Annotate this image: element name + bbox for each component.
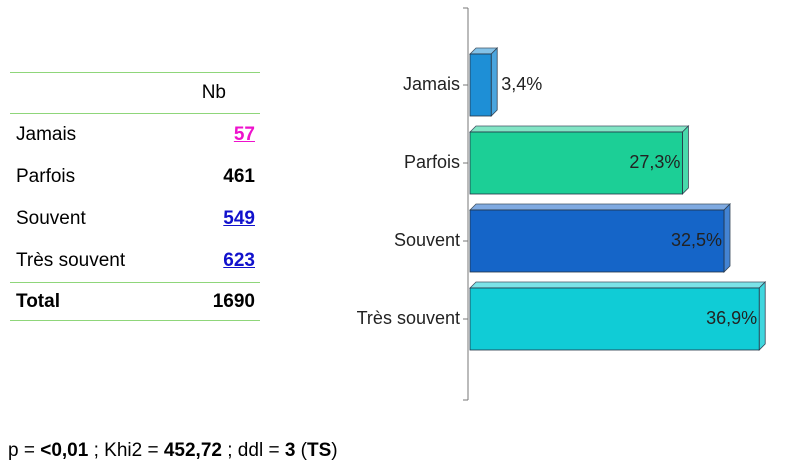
count-link[interactable]: 57 bbox=[233, 124, 255, 145]
footer-text: ; Khi2 = bbox=[88, 440, 164, 461]
row-label: Très souvent bbox=[16, 250, 126, 271]
row-label: Souvent bbox=[16, 208, 86, 229]
total-row: Total 1690 bbox=[10, 282, 260, 321]
total-count: 1690 bbox=[212, 290, 255, 312]
bar bbox=[469, 47, 499, 117]
bar bbox=[469, 203, 731, 273]
value-label: 32,5% bbox=[671, 230, 722, 250]
value-label: 27,3% bbox=[629, 152, 680, 172]
footer-text: <0,01 bbox=[40, 440, 89, 461]
header-cell: Nb bbox=[201, 82, 226, 103]
bar bbox=[469, 125, 690, 195]
footer: p = <0,01 ; Khi2 = 452,72 ; ddl = 3 (TS) bbox=[8, 440, 338, 462]
count-link[interactable]: 549 bbox=[223, 208, 255, 229]
table-header: Nb bbox=[10, 72, 260, 114]
count: 461 bbox=[223, 166, 255, 187]
footer-text: ( bbox=[295, 440, 308, 461]
footer-text: 452,72 bbox=[163, 440, 222, 461]
row-label: Parfois bbox=[16, 166, 76, 187]
table-row: Parfois 461 bbox=[10, 156, 260, 198]
total-label: Total bbox=[16, 290, 60, 312]
category-label: Jamais bbox=[403, 74, 460, 94]
category-label: Souvent bbox=[394, 230, 460, 250]
category-label: Parfois bbox=[404, 152, 460, 172]
count-link[interactable]: 623 bbox=[223, 250, 255, 271]
footer-text: 3 bbox=[284, 440, 296, 461]
footer-text: ; ddl = bbox=[221, 440, 285, 461]
table-row: Très souvent 623 bbox=[10, 240, 260, 282]
value-label: 3,4% bbox=[501, 74, 542, 94]
row-label: Jamais bbox=[16, 124, 77, 145]
table-row: Jamais 57 bbox=[10, 114, 260, 156]
table: Nb Jamais 57 Parfois 461 Souvent 549 Trè… bbox=[10, 72, 260, 321]
table-row: Souvent 549 bbox=[10, 198, 260, 240]
footer-text: ) bbox=[331, 440, 338, 461]
footer-text: TS bbox=[307, 440, 332, 461]
chart: Jamais 3,4% Parfois 27,3% Souvent 32,5% Très s… bbox=[357, 7, 767, 401]
value-label: 36,9% bbox=[706, 308, 757, 328]
category-label: Très souvent bbox=[357, 308, 460, 328]
footer-text: p = bbox=[8, 440, 41, 461]
bar bbox=[469, 281, 767, 351]
